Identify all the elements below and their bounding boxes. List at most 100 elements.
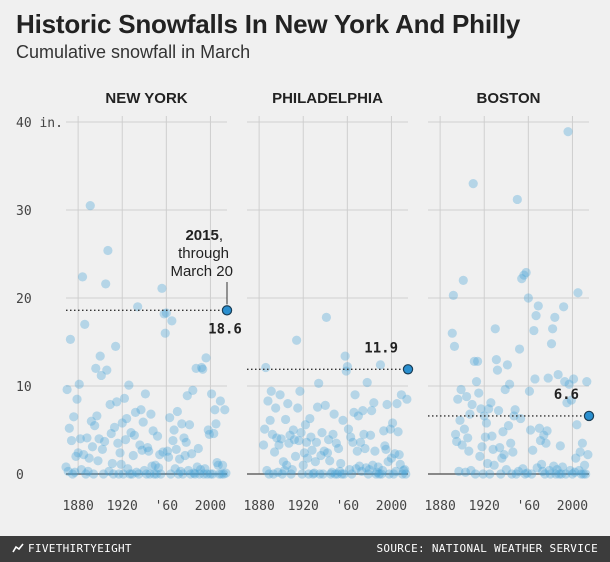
data-point [401,469,411,479]
data-point [260,424,270,434]
data-point [516,413,526,424]
data-point [95,351,105,361]
data-point [579,460,590,470]
data-point [130,407,141,417]
data-point [514,344,525,354]
data-point [541,438,551,448]
data-point [499,450,509,460]
data-point [86,416,96,426]
data-point [263,396,273,406]
data-point [335,466,345,476]
data-point [202,469,212,479]
x-tick-label: 2000 [557,499,588,514]
data-point [458,275,468,285]
snowfall-small-multiples: NEW YORK 1880 1920 '60 2000 0 10 20 30 40 in. 18.6… [16,90,595,514]
data-point [105,399,115,410]
data-point [135,440,145,450]
data-point [120,435,131,445]
data-point [467,399,477,410]
data-point [498,427,508,437]
data-point [192,462,202,472]
data-point [149,469,159,479]
data-point [306,432,316,442]
data-point [181,437,191,447]
data-point [119,393,130,403]
data-point [332,469,343,479]
data-point [214,469,224,479]
data-point [155,450,165,460]
data-point [449,341,460,351]
data-point [77,272,88,282]
data-point [167,316,177,326]
data-point [209,428,219,439]
panel-boston: BOSTON 1880 1920 '60 2000 6.6 [424,90,595,514]
data-point [65,334,76,344]
data-point [71,451,81,461]
data-point [311,437,322,447]
data-point [378,465,388,476]
data-point [178,469,188,479]
data-point [161,308,171,318]
data-point [273,467,283,477]
data-point [309,468,319,478]
data-point [144,446,154,456]
footer-logo: FIVETHIRTYEIGHT [12,542,132,555]
data-point [131,467,142,477]
panel-title: NEW YORK [105,90,187,107]
data-point [551,469,561,479]
x-tick-label: 2000 [195,499,226,514]
data-point [478,469,488,479]
x-tick-label: '60 [155,499,178,514]
data-point [371,469,381,479]
data-point [573,288,583,298]
data-point [265,415,275,425]
data-point [560,377,570,387]
data-point [108,469,119,479]
data-point [73,448,83,458]
data-point [68,469,78,479]
data-point [177,419,187,429]
annotation-line3: March 20 [170,263,233,280]
data-point [394,450,404,460]
data-point [69,412,79,422]
data-point [283,399,293,409]
footer-bar: FIVETHIRTYEIGHT SOURCE: NATIONAL WEATHER… [0,536,610,562]
data-point [76,465,87,475]
data-point [111,341,121,351]
data-point [193,443,203,454]
data-point [106,428,116,439]
data-point [264,469,274,479]
data-point [87,442,98,452]
data-point [553,369,563,380]
data-point [81,469,91,479]
data-point [330,469,340,479]
data-point [519,270,529,280]
data-point [550,312,560,322]
data-point [146,409,156,419]
panel-philadelphia: PHILADELPHIA 1880 1920 '60 2000 11.9 [243,90,414,514]
data-point [353,411,363,421]
data-point [460,467,471,477]
data-point [389,469,399,479]
data-point [203,425,213,435]
data-point [289,435,300,445]
data-point [162,446,173,456]
data-point [518,464,528,474]
data-point [104,466,114,476]
data-point [75,434,85,444]
data-point [379,426,389,436]
data-point [208,469,218,479]
data-point [200,464,210,474]
data-point [548,324,558,334]
data-point [171,444,181,454]
data-point [295,386,305,396]
data-point [348,437,358,447]
data-point [383,457,393,467]
data-point [63,466,73,476]
data-point [187,449,197,459]
data-point [150,460,160,470]
data-point [301,437,312,447]
data-point [402,394,412,404]
data-point [305,413,315,424]
data-point [532,463,542,473]
